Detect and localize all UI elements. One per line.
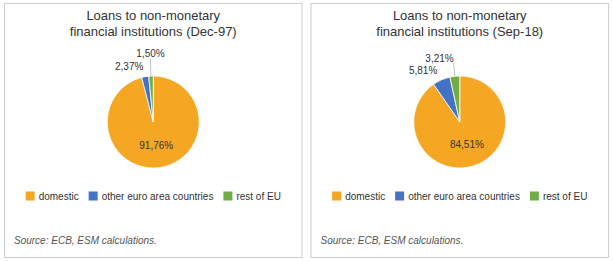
legend-item: rest of EU [223, 191, 280, 202]
legend-swatch [395, 192, 404, 201]
title: Loans to non-monetaryfinancial instituti… [376, 8, 543, 39]
legend-item: domestic [332, 191, 385, 202]
data-labels: 84,51% 5,81%3,21% [409, 53, 484, 151]
leader-line [454, 63, 455, 76]
legend-item: other euro area countries [89, 191, 214, 202]
legend-swatch [223, 192, 232, 201]
data-label: 5,81% [409, 65, 437, 76]
panel: Loans to non-monetaryfinancial instituti… [311, 4, 609, 258]
panel: Loans to non-monetaryfinancial instituti… [5, 4, 303, 258]
legend-label: rest of EU [236, 191, 280, 202]
title-line: Loans to non-monetary [86, 8, 220, 23]
leader-line [150, 59, 151, 76]
data-label: 1,50% [136, 48, 164, 59]
title-line: Loans to non-monetary [393, 8, 527, 23]
title: Loans to non-monetaryfinancial instituti… [70, 8, 237, 39]
slice [142, 76, 154, 122]
data-labels: 91,76% 2,37% 1,50% [115, 48, 173, 151]
source-note: Source: ECB, ESM calculations. [14, 235, 157, 246]
chart-root: Loans to non-monetaryfinancial instituti… [0, 0, 613, 261]
source-note: Source: ECB, ESM calculations. [321, 235, 464, 246]
slice [149, 76, 154, 122]
panel-border [5, 4, 303, 258]
title-line: financial institutions (Sep-18) [376, 24, 543, 39]
legend: domestic other euro area countries rest of… [332, 191, 587, 202]
legend-swatch [26, 192, 35, 201]
slice [450, 76, 460, 122]
title-line: financial institutions (Dec-97) [70, 24, 237, 39]
legend-swatch [332, 192, 341, 201]
legend-label: other euro area countries [102, 191, 214, 202]
legend: domestic other euro area countries rest of… [26, 191, 281, 202]
pie [414, 76, 506, 168]
panel-border [311, 4, 609, 258]
legend-swatch [89, 192, 98, 201]
legend-item: other euro area countries [395, 191, 520, 202]
legend-label: rest of EU [543, 191, 587, 202]
legend-label: other euro area countries [408, 191, 520, 202]
data-label: 2,37% [115, 61, 143, 72]
data-label: 3,21% [425, 53, 453, 64]
legend-label: domestic [39, 191, 79, 202]
pie [107, 76, 199, 168]
slice [414, 76, 506, 168]
slice [107, 76, 199, 168]
legend-item: rest of EU [530, 191, 587, 202]
legend-label: domestic [345, 191, 385, 202]
legend-item: domestic [26, 191, 79, 202]
data-label: 84,51% [450, 139, 484, 150]
legend-swatch [530, 192, 539, 201]
data-label: 91,76% [139, 140, 173, 151]
